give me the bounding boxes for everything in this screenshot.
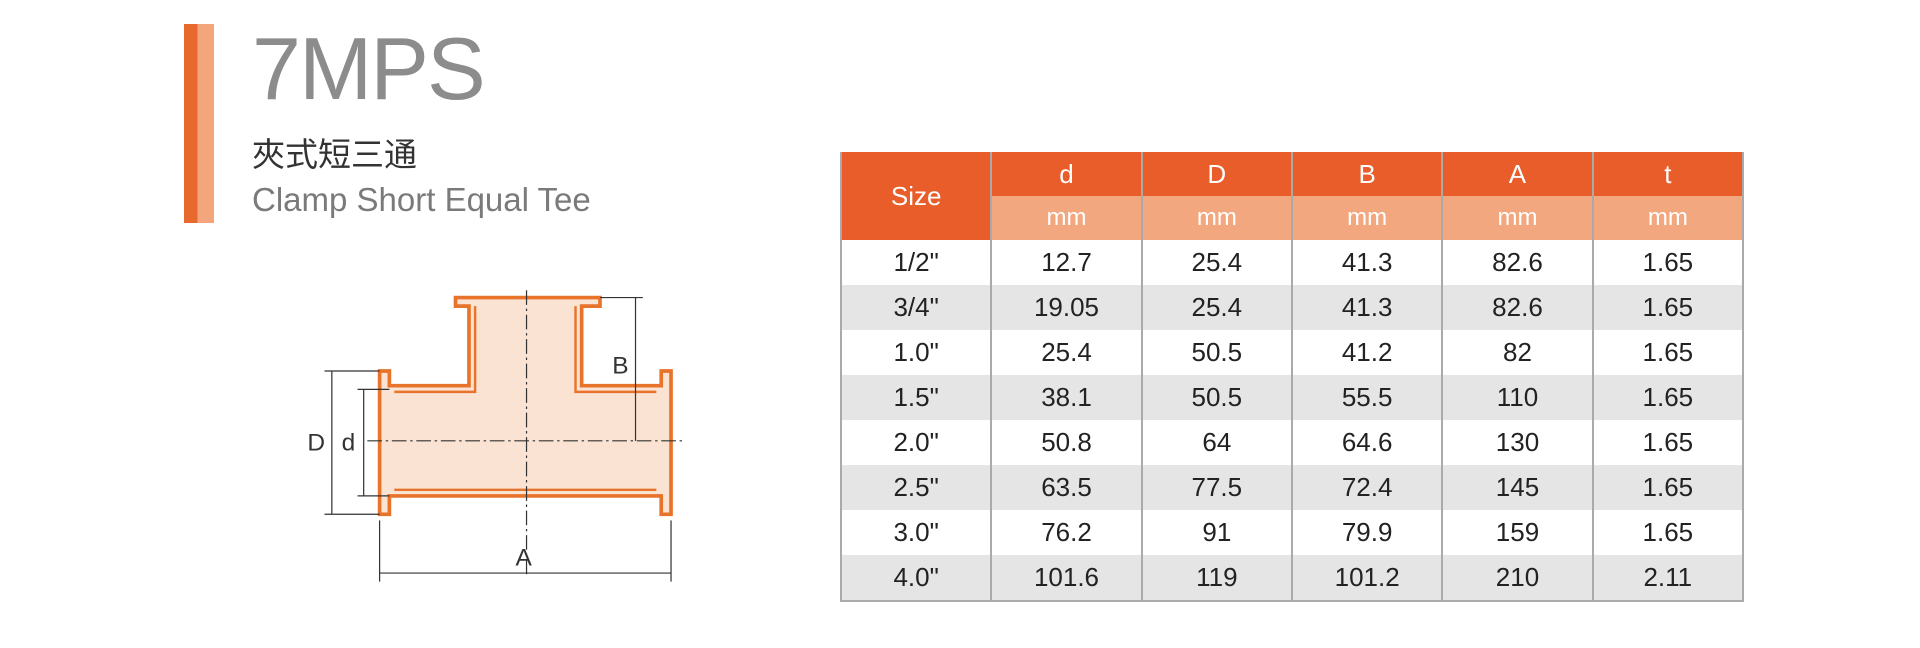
data-cell: 79.9 <box>1290 510 1444 555</box>
data-cell: 2.0" <box>839 420 993 465</box>
unit-cell: mm <box>1441 196 1594 240</box>
data-cell: 77.5 <box>1140 465 1293 510</box>
data-cell: 1/2" <box>839 240 993 285</box>
data-cell: 82 <box>1441 330 1594 375</box>
accent-bar <box>184 24 214 223</box>
data-cell: 145 <box>1441 465 1594 510</box>
data-cell: 1.5" <box>839 375 993 420</box>
data-cell: 82.6 <box>1441 240 1594 285</box>
data-cell: 101.2 <box>1290 555 1444 602</box>
dimension-lines <box>324 296 672 582</box>
header-cell: D <box>1140 152 1293 196</box>
data-row: 1.0" 25.4 50.5 41.2 82 1.65 <box>839 330 1745 375</box>
data-cell: 1.65 <box>1591 420 1745 465</box>
data-cell: 82.6 <box>1441 285 1594 330</box>
tee-inner <box>394 306 657 492</box>
data-cell: 55.5 <box>1290 375 1444 420</box>
dim-label: D <box>307 430 325 457</box>
centerlines <box>367 290 686 576</box>
data-cell: 19.05 <box>990 285 1143 330</box>
data-cell: 1.65 <box>1591 330 1745 375</box>
data-cell: 50.8 <box>990 420 1143 465</box>
data-cell: 41.3 <box>1290 240 1444 285</box>
data-row: 2.0" 50.8 64 64.6 130 1.65 <box>839 420 1745 465</box>
data-cell: 4.0" <box>839 555 993 602</box>
data-row: 3/4" 19.05 25.4 41.3 82.6 1.65 <box>839 285 1745 330</box>
header-cell: t <box>1591 152 1745 196</box>
data-cell: 3/4" <box>839 285 993 330</box>
unit-row: mm mm mm mm mm <box>841 196 1745 240</box>
data-cell: 2.11 <box>1591 555 1745 602</box>
unit-cell: mm <box>990 196 1143 240</box>
unit-cell: mm <box>1140 196 1293 240</box>
data-cell: 25.4 <box>1140 285 1293 330</box>
data-cell: 210 <box>1441 555 1594 602</box>
data-cell: 110 <box>1441 375 1594 420</box>
data-cell: 130 <box>1441 420 1594 465</box>
data-cell: 1.65 <box>1591 465 1745 510</box>
subtitle-cn: 夾式短三通 <box>252 135 417 174</box>
diagram: D d B A <box>307 290 686 582</box>
title: 7MPS <box>252 19 486 118</box>
data-cell: 1.65 <box>1591 285 1745 330</box>
header-cell: Size <box>839 152 993 240</box>
data-cell: 101.6 <box>990 555 1143 602</box>
header-cell: A <box>1441 152 1594 196</box>
data-cell: 159 <box>1441 510 1594 555</box>
header-cell: B <box>1290 152 1444 196</box>
data-cell: 50.5 <box>1140 330 1293 375</box>
data-row: 1/2" 12.7 25.4 41.3 82.6 1.65 <box>839 240 1745 285</box>
data-cell: 91 <box>1140 510 1293 555</box>
data-cell: 72.4 <box>1290 465 1444 510</box>
data-cell: 1.65 <box>1591 240 1745 285</box>
tee-outline <box>377 295 673 517</box>
header-cell: d <box>990 152 1143 196</box>
data-cell: 25.4 <box>990 330 1143 375</box>
data-cell: 12.7 <box>990 240 1143 285</box>
data-cell: 41.2 <box>1290 330 1444 375</box>
data-cell: 3.0" <box>839 510 993 555</box>
subtitle-en: Clamp Short Equal Tee <box>252 181 591 218</box>
unit-cell: mm <box>1290 196 1444 240</box>
data-cell: 50.5 <box>1140 375 1293 420</box>
dim-label: A <box>516 545 533 572</box>
dim-label: B <box>612 352 628 379</box>
data-cell: 38.1 <box>990 375 1143 420</box>
data-row: 1.5" 38.1 50.5 55.5 110 1.65 <box>839 375 1745 420</box>
data-cell: 64.6 <box>1290 420 1444 465</box>
data-cell: 119 <box>1140 555 1293 602</box>
data-row: 4.0" 101.6 119 101.2 210 2.11 <box>839 555 1745 602</box>
data-cell: 25.4 <box>1140 240 1293 285</box>
dim-label: d <box>342 430 356 457</box>
data-cell: 1.65 <box>1591 375 1745 420</box>
data-cell: 2.5" <box>839 465 993 510</box>
data-cell: 64 <box>1140 420 1293 465</box>
data-cell: 63.5 <box>990 465 1143 510</box>
data-cell: 41.3 <box>1290 285 1444 330</box>
data-cell: 1.0" <box>839 330 993 375</box>
data-cell: 1.65 <box>1591 510 1745 555</box>
data-row: 2.5" 63.5 77.5 72.4 145 1.65 <box>839 465 1745 510</box>
data-row: 3.0" 76.2 91 79.9 159 1.65 <box>839 510 1745 555</box>
unit-cell: mm <box>1591 196 1745 240</box>
data-cell: 76.2 <box>990 510 1143 555</box>
